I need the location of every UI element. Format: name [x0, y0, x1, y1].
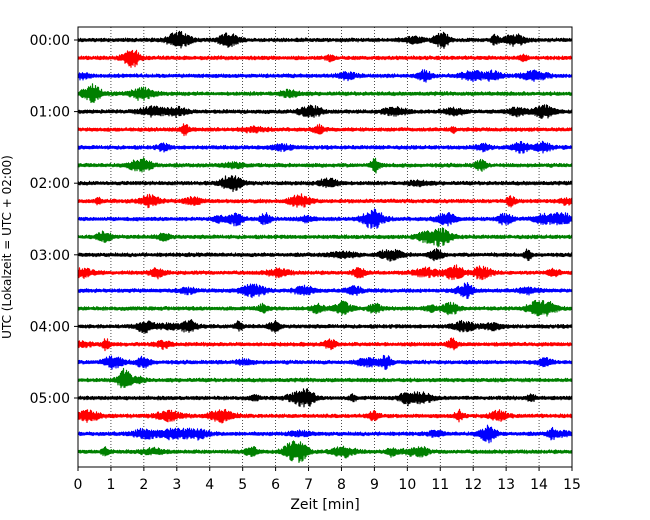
seismogram-trace: [77, 319, 573, 334]
x-axis: 0 1 2 3 4 5 6 7 8 9 10 11 12 13 14 15: [74, 467, 581, 493]
x-tick-label: 15: [563, 477, 581, 493]
x-tick-label: 5: [238, 477, 247, 493]
seismogram-trace: [77, 157, 573, 174]
seismogram-trace: [77, 30, 573, 50]
seismogram-trace: [77, 175, 573, 193]
seismogram-trace: [77, 440, 573, 463]
plot-frame: [77, 26, 573, 468]
seismogram-trace: [77, 299, 573, 317]
x-tick-label: 4: [205, 477, 214, 493]
y-tick-label: 00:00: [30, 33, 70, 49]
x-axis-label: Zeit [min]: [290, 497, 359, 513]
seismogram-trace: [77, 264, 573, 281]
seismogram-trace: [77, 367, 573, 389]
x-tick-label: 9: [370, 477, 379, 493]
y-tick-label: 01:00: [30, 105, 70, 121]
x-tick-label: 13: [497, 477, 515, 493]
seismogram-trace: [77, 123, 573, 137]
seismogram-trace: [77, 408, 573, 424]
x-tick-label: 1: [106, 477, 115, 493]
x-tick-label: 2: [139, 477, 148, 493]
seismogram-trace: [77, 69, 573, 83]
x-tick-label: 10: [398, 477, 416, 493]
x-tick-label: 12: [464, 477, 482, 493]
x-tick-label: 8: [337, 477, 346, 493]
seismogram-trace: [77, 388, 573, 408]
seismogram-trace: [77, 193, 573, 209]
trace-group: [77, 30, 573, 463]
y-tick-label: 04:00: [30, 319, 70, 335]
x-tick-label: 6: [271, 477, 280, 493]
seismogram-trace: [77, 208, 573, 229]
y-tick-label: 02:00: [30, 176, 70, 192]
seismogram-trace: [77, 83, 573, 104]
seismogram-trace: [77, 227, 573, 248]
seismogram-trace: [77, 104, 573, 119]
y-tick-label: 03:00: [30, 248, 70, 264]
seismogram-trace: [77, 354, 573, 371]
seismogram-trace: [77, 282, 573, 300]
seismogram-trace: [77, 337, 573, 352]
y-tick-label: 05:00: [30, 391, 70, 407]
seismogram-trace: [77, 248, 573, 262]
x-tick-label: 3: [172, 477, 181, 493]
y-axis-label: UTC (Lokalzeit = UTC + 02:00): [0, 155, 14, 339]
x-tick-label: 11: [431, 477, 449, 493]
seismogram-trace: [77, 49, 573, 68]
seismogram-trace: [77, 140, 573, 154]
y-axis: 00:00 01:00 02:00 03:00 04:00 05:00: [30, 33, 78, 407]
seismogram-trace: [77, 424, 573, 444]
x-tick-label: 14: [530, 477, 548, 493]
x-tick-label: 7: [304, 477, 313, 493]
x-tick-label: 0: [74, 477, 83, 493]
